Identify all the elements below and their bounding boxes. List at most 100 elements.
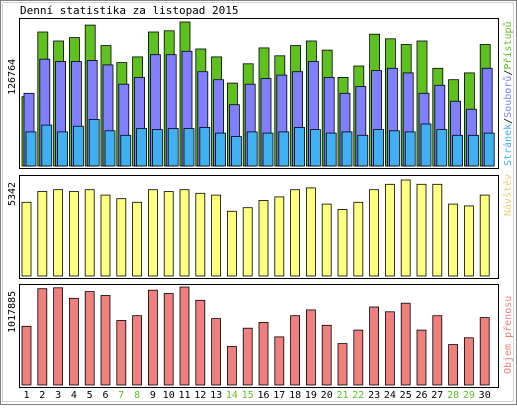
bar-traffic-day-27	[432, 315, 443, 386]
bar-stránek-day-12	[199, 127, 211, 167]
bar-stránek-day-22	[357, 134, 369, 167]
bar-traffic-day-20	[321, 324, 332, 386]
legend-separator: /	[503, 70, 514, 76]
panel-visits-bars	[21, 179, 490, 277]
day-label-5: 5	[87, 390, 93, 401]
chart-title: Denní statistika za listopad 2015	[20, 4, 239, 17]
bar-visits-day-25	[400, 179, 411, 277]
bar-traffic-day-1	[21, 325, 32, 386]
bar-visits-day-10	[163, 191, 174, 277]
bar-stránek-day-15	[246, 131, 258, 167]
bar-stránek-day-28	[452, 134, 464, 167]
bar-visits-day-14	[226, 210, 237, 277]
day-label-22: 22	[352, 390, 364, 401]
bar-stránek-day-24	[388, 130, 400, 167]
outer-frame-inner	[2, 2, 514, 402]
bar-traffic-day-7	[116, 320, 127, 386]
legend-hits: Přístupů	[502, 21, 514, 69]
day-label-24: 24	[384, 390, 396, 401]
bar-traffic-day-3	[53, 287, 63, 386]
bar-traffic-day-9	[147, 289, 158, 386]
day-label-13: 13	[210, 390, 222, 401]
bar-traffic-day-19	[305, 309, 316, 386]
x-axis-day-labels: 1 2 3 4 5 6 7 8 9 10 11 12 13 14 15 16 17 18 19 20 21 22 23 24 2…	[23, 390, 490, 401]
bar-visits-day-7	[116, 198, 127, 277]
bar-visits-day-2	[37, 191, 48, 277]
day-label-16: 16	[257, 390, 269, 401]
bar-traffic-day-23	[369, 306, 380, 386]
day-label-29: 29	[463, 390, 475, 401]
bar-traffic-day-24	[384, 311, 395, 386]
bar-stránek-day-6	[104, 130, 116, 167]
panel-visits-ymax-label: 5342	[7, 182, 18, 206]
bar-visits-day-12	[195, 192, 206, 277]
day-label-2: 2	[39, 390, 45, 401]
bar-stránek-day-26	[420, 123, 432, 167]
bar-visits-day-15	[242, 207, 253, 277]
bar-traffic-day-22	[353, 329, 364, 386]
day-label-6: 6	[102, 390, 108, 401]
bar-stránek-day-11	[183, 128, 195, 167]
bar-traffic-day-29	[463, 337, 474, 386]
bar-visits-day-17	[274, 196, 285, 277]
bar-visits-day-19	[305, 187, 316, 277]
bar-traffic-day-17	[274, 336, 285, 386]
bar-traffic-day-11	[179, 286, 190, 386]
day-label-17: 17	[273, 390, 285, 401]
bar-traffic-day-30	[479, 317, 490, 386]
bar-visits-day-13	[211, 194, 222, 277]
panel-hits-legend: Stránek/Souborů/Přístupů	[502, 21, 514, 166]
day-label-11: 11	[178, 390, 190, 401]
panel-traffic-bars	[21, 286, 490, 386]
bar-stránek-day-2	[41, 124, 53, 167]
panel-hits-ymax-label: 126764	[7, 59, 18, 95]
bar-stránek-day-16	[262, 132, 274, 167]
bar-visits-day-28	[448, 203, 459, 277]
day-label-19: 19	[305, 390, 317, 401]
legend-separator: /	[503, 118, 514, 124]
day-label-8: 8	[134, 390, 140, 401]
bar-stránek-day-30	[483, 132, 495, 167]
panel-visits-legend: Návštěv	[502, 174, 514, 216]
legend-files: Souborů	[502, 76, 514, 118]
day-label-25: 25	[400, 390, 412, 401]
bar-visits-day-26	[416, 183, 427, 277]
bar-traffic-day-12	[195, 299, 206, 386]
bar-traffic-day-4	[69, 297, 79, 386]
bar-stránek-day-8	[136, 128, 148, 167]
bar-traffic-day-16	[258, 321, 269, 386]
bar-traffic-day-13	[211, 318, 222, 386]
bar-stránek-day-23	[373, 129, 385, 167]
bar-visits-day-20	[321, 203, 332, 277]
bar-visits-day-30	[479, 194, 490, 277]
bar-visits-day-9	[147, 189, 158, 277]
bar-stránek-day-4	[73, 125, 84, 167]
bar-stránek-day-18	[294, 127, 306, 167]
bar-visits-day-16	[258, 200, 269, 277]
bar-traffic-day-26	[416, 329, 427, 386]
bar-visits-day-22	[353, 201, 364, 277]
bar-traffic-day-2	[37, 288, 48, 386]
day-label-7: 7	[118, 390, 124, 401]
day-label-20: 20	[321, 390, 333, 401]
bar-visits-day-3	[53, 189, 63, 277]
bar-visits-day-24	[384, 183, 395, 277]
bar-stránek-day-7	[120, 134, 132, 167]
bar-visits-day-11	[179, 189, 190, 277]
bar-traffic-day-25	[400, 302, 411, 386]
bar-stránek-day-1	[25, 131, 37, 167]
day-label-14: 14	[226, 390, 238, 401]
bar-stránek-day-17	[278, 131, 290, 167]
day-label-12: 12	[194, 390, 206, 401]
bar-stránek-day-10	[167, 128, 179, 167]
bar-visits-day-21	[337, 209, 348, 277]
bar-traffic-day-28	[448, 344, 459, 386]
bar-visits-day-1	[21, 201, 32, 277]
bar-visits-day-18	[290, 189, 301, 277]
bar-traffic-day-8	[132, 315, 143, 386]
day-label-26: 26	[415, 390, 427, 401]
bar-traffic-day-5	[84, 291, 95, 386]
bar-stránek-day-20	[325, 132, 337, 167]
